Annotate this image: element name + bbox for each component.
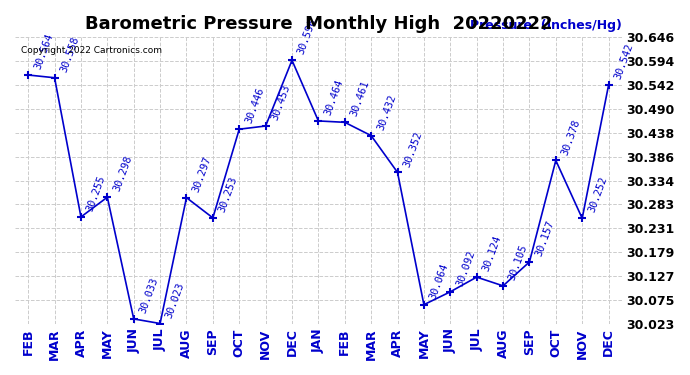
Text: Pressure  (Inches/Hg): Pressure (Inches/Hg) <box>470 19 622 32</box>
Text: 30.157: 30.157 <box>533 219 556 258</box>
Text: 30.352: 30.352 <box>402 129 424 168</box>
Text: 30.461: 30.461 <box>349 80 371 118</box>
Text: 30.124: 30.124 <box>481 234 503 273</box>
Text: 30.253: 30.253 <box>217 175 239 214</box>
Text: 30.464: 30.464 <box>322 78 345 117</box>
Text: 30.378: 30.378 <box>560 118 582 156</box>
Text: 30.105: 30.105 <box>507 243 529 282</box>
Text: 30.446: 30.446 <box>244 86 266 125</box>
Text: Copyright 2022 Cartronics.com: Copyright 2022 Cartronics.com <box>21 46 162 55</box>
Title: Barometric Pressure  Monthly High  20220222: Barometric Pressure Monthly High 2022022… <box>85 15 552 33</box>
Text: 30.432: 30.432 <box>375 93 397 132</box>
Text: 30.255: 30.255 <box>85 174 108 213</box>
Text: 30.092: 30.092 <box>455 249 477 288</box>
Text: 30.564: 30.564 <box>32 32 55 71</box>
Text: 30.064: 30.064 <box>428 262 451 300</box>
Text: 30.252: 30.252 <box>586 176 609 214</box>
Text: 30.542: 30.542 <box>613 42 635 81</box>
Text: 30.298: 30.298 <box>112 154 134 193</box>
Text: 30.453: 30.453 <box>270 83 292 122</box>
Text: 30.596: 30.596 <box>296 18 318 56</box>
Text: 30.297: 30.297 <box>190 155 213 194</box>
Text: 30.023: 30.023 <box>164 281 186 320</box>
Text: 30.033: 30.033 <box>138 276 160 315</box>
Text: 30.558: 30.558 <box>59 35 81 74</box>
